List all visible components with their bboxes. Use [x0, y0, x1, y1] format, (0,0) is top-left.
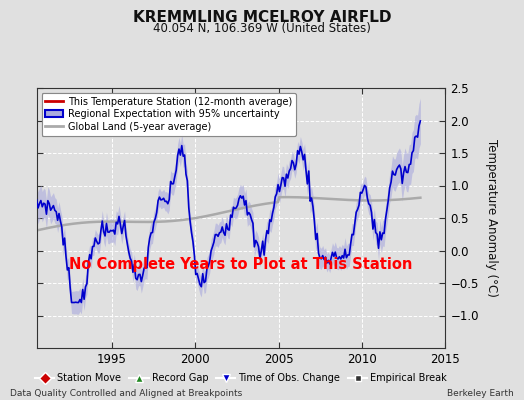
Y-axis label: Temperature Anomaly (°C): Temperature Anomaly (°C)	[485, 139, 498, 297]
Legend: Station Move, Record Gap, Time of Obs. Change, Empirical Break: Station Move, Record Gap, Time of Obs. C…	[32, 370, 450, 386]
Text: Data Quality Controlled and Aligned at Breakpoints: Data Quality Controlled and Aligned at B…	[10, 389, 243, 398]
Text: KREMMLING MCELROY AIRFLD: KREMMLING MCELROY AIRFLD	[133, 10, 391, 25]
Legend: This Temperature Station (12-month average), Regional Expectation with 95% uncer: This Temperature Station (12-month avera…	[41, 93, 296, 136]
Text: Berkeley Earth: Berkeley Earth	[447, 389, 514, 398]
Text: No Complete Years to Plot at This Station: No Complete Years to Plot at This Statio…	[69, 257, 413, 272]
Text: 40.054 N, 106.369 W (United States): 40.054 N, 106.369 W (United States)	[153, 22, 371, 35]
